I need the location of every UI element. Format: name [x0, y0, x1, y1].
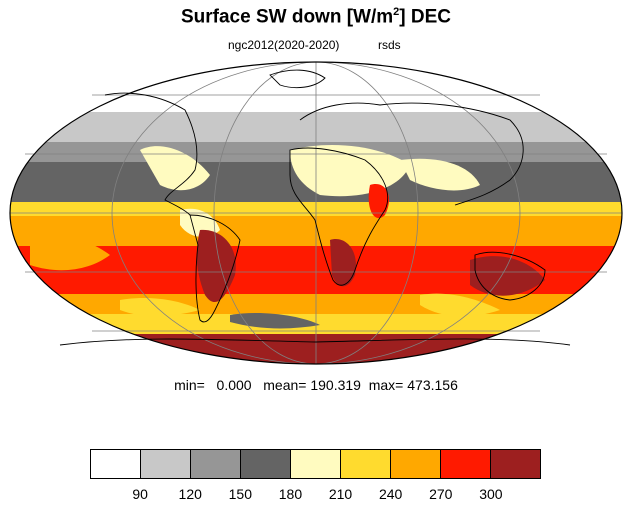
coast-south-america: [189, 214, 241, 323]
legend-swatch-7: [441, 450, 491, 478]
coast-eurasia: [299, 102, 524, 206]
patch-asia: [400, 158, 480, 191]
mean-value: 190.319: [310, 377, 361, 393]
patch-australia: [470, 256, 545, 296]
legend-tick-270: 270: [429, 486, 453, 502]
legend-tick-210: 210: [328, 486, 353, 502]
legend-swatch-8: [491, 450, 540, 478]
patch-south-atlantic-gray: [230, 313, 320, 329]
patch-north-america: [140, 146, 210, 191]
patch-pacific-east: [30, 235, 110, 271]
legend-tick-90: 90: [132, 486, 148, 502]
legend-swatch-0: [91, 450, 141, 478]
patch-east-africa: [368, 184, 390, 219]
legend-swatch-2: [191, 450, 241, 478]
title-superscript: 2: [393, 6, 400, 18]
legend-tick-240: 240: [378, 486, 403, 502]
legend-swatch-1: [141, 450, 191, 478]
graticule: [10, 61, 622, 365]
title-suffix: ] DEC: [399, 6, 452, 28]
legend-swatch-3: [241, 450, 291, 478]
min-value: 0.000: [216, 377, 252, 393]
legend-tick-180: 180: [278, 486, 303, 502]
patch-southern-africa: [330, 239, 356, 287]
color-legend: [90, 449, 541, 479]
patch-south-pacific: [120, 298, 200, 316]
subtitle-left: ngc2012(2020-2020): [228, 38, 340, 52]
map-border: [9, 61, 623, 365]
legend-tick-300: 300: [479, 486, 503, 502]
title-text: Surface SW down [W/m: [180, 6, 394, 28]
max-label: max=: [368, 377, 404, 393]
legend-tick-150: 150: [228, 486, 252, 502]
legend-swatch-5: [341, 450, 391, 478]
min-label: min=: [174, 377, 205, 393]
coastlines: [59, 69, 571, 346]
stats-line: min= 0.000 mean= 190.319 max= 473.156: [0, 377, 632, 393]
patch-north-africa: [290, 145, 410, 197]
legend-swatch-4: [291, 450, 341, 478]
subtitle-right: rsds: [378, 38, 401, 52]
coast-greenland: [269, 69, 326, 89]
coast-north-america: [104, 92, 198, 216]
coast-africa: [289, 147, 389, 286]
coast-australia: [474, 251, 546, 301]
mean-label: mean=: [263, 377, 307, 393]
patch-indian-ocean: [420, 293, 500, 317]
coast-antarctica: [59, 338, 571, 346]
max-value: 473.156: [407, 377, 458, 393]
legend-swatch-6: [391, 450, 441, 478]
map-title: Surface SW down [W/m2] DEC: [0, 6, 632, 28]
legend-tick-120: 120: [178, 486, 202, 502]
